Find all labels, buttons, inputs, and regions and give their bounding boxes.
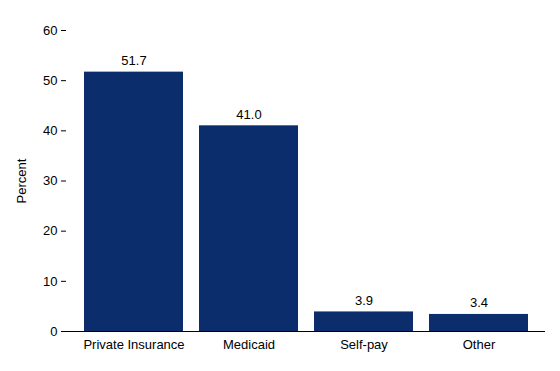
svg-text:0: 0 (50, 324, 57, 339)
svg-text:Self-pay: Self-pay (340, 337, 388, 352)
svg-text:Medicaid: Medicaid (223, 337, 275, 352)
svg-text:41.0: 41.0 (236, 107, 261, 122)
svg-text:Percent: Percent (14, 158, 29, 203)
svg-text:50: 50 (43, 73, 57, 88)
svg-text:51.7: 51.7 (121, 53, 146, 68)
svg-text:10: 10 (43, 273, 57, 288)
svg-text:40: 40 (43, 123, 57, 138)
svg-text:30: 30 (43, 173, 57, 188)
svg-text:3.4: 3.4 (470, 295, 488, 310)
svg-text:Private Insurance: Private Insurance (83, 337, 184, 352)
svg-text:20: 20 (43, 223, 57, 238)
svg-text:60: 60 (43, 23, 57, 38)
svg-text:3.9: 3.9 (355, 293, 373, 308)
svg-text:Other: Other (463, 337, 496, 352)
